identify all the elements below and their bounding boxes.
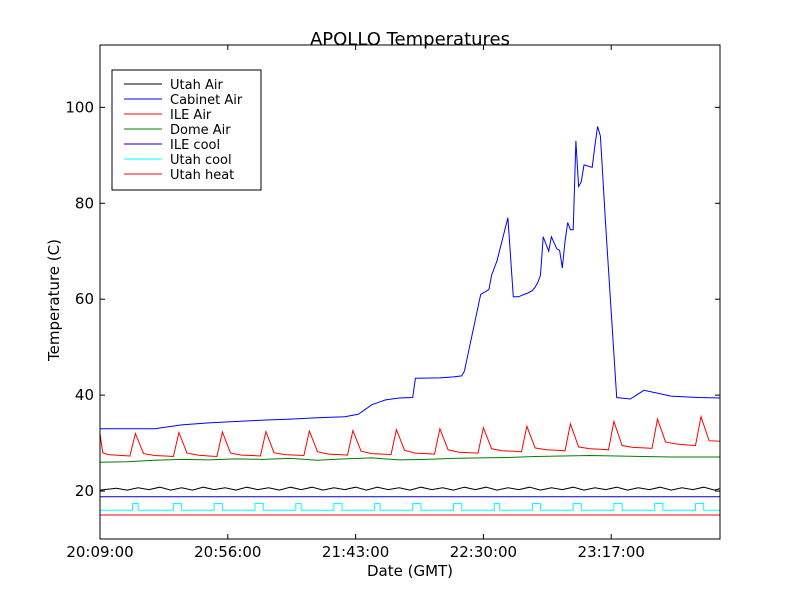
plot-area-frame [99, 44, 721, 540]
series-line-cabinet-air [100, 126, 721, 430]
legend-frame [111, 69, 262, 191]
legend-label: Utah heat [170, 168, 234, 183]
series-line-utah-air [99, 486, 721, 491]
x-tick-label: 21:43:00 [322, 543, 389, 561]
y-tick-label: 60 [75, 290, 94, 308]
chart-title: APOLLO Temperatures [310, 29, 510, 50]
legend-label: Utah Air [170, 78, 223, 93]
x-tick-label: 23:17:00 [578, 543, 645, 561]
y-tick-label: 80 [75, 194, 94, 212]
y-tick-label: 20 [75, 482, 94, 500]
x-axis-title: Date (GMT) [367, 562, 453, 580]
series-line-ile-air [99, 414, 721, 458]
legend-label: Dome Air [170, 123, 231, 138]
y-axis: 20 40 60 80 100 [65, 98, 720, 500]
y-tick-label: 100 [65, 98, 94, 116]
legend-label: Cabinet Air [170, 93, 243, 108]
legend-label: ILE cool [170, 138, 220, 153]
legend-label: ILE Air [170, 108, 212, 123]
series-line-dome-air [99, 454, 720, 463]
x-tick-label: 20:09:00 [66, 543, 133, 561]
plot-lines [99, 126, 721, 516]
x-tick-label: 22:30:00 [450, 543, 517, 561]
y-tick-label: 40 [75, 386, 94, 404]
x-tick-label: 20:56:00 [194, 543, 261, 561]
x-axis: 20:09:00 20:56:00 21:43:00 22:30:00 23:17:00 [66, 45, 645, 561]
y-axis-title: Temperature (C) [45, 239, 63, 362]
legend-label: Utah cool [170, 153, 232, 168]
series-line-utah-cool [100, 503, 720, 511]
